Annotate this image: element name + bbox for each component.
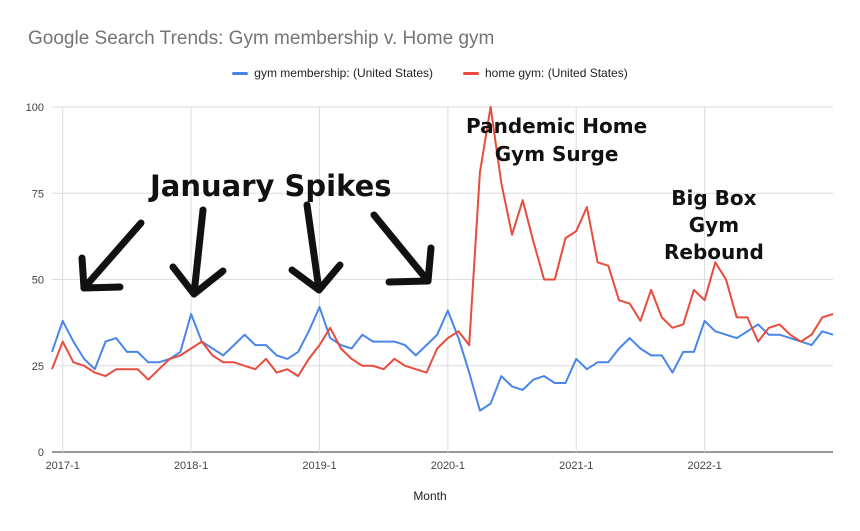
annotation-january-spikes: January Spikes — [150, 168, 392, 204]
legend-label-gym-membership: gym membership: (United States) — [254, 66, 433, 80]
y-tick-label: 0 — [38, 447, 44, 459]
annotation-line: Gym — [688, 213, 740, 237]
annotation-line: Pandemic Home — [466, 114, 648, 138]
arrow-head — [385, 244, 435, 286]
arrow-head — [169, 263, 227, 298]
arrow-head — [288, 261, 344, 294]
arrow-shaft — [190, 206, 207, 298]
y-tick-label: 25 — [32, 361, 44, 373]
arrow-shaft — [370, 211, 432, 285]
y-tick-label: 100 — [26, 102, 44, 114]
annotation-line: Gym Surge — [494, 142, 619, 166]
x-tick-label: 2021-1 — [559, 460, 593, 472]
legend-item-home-gym[interactable]: home gym: (United States) — [463, 66, 628, 80]
arrow-shaft — [303, 201, 323, 294]
legend-label-home-gym: home gym: (United States) — [485, 66, 628, 80]
y-tick-label: 50 — [32, 275, 44, 287]
x-tick-label: 2020-1 — [431, 460, 465, 472]
arrow-head — [78, 254, 124, 292]
series-gym-membership-line — [51, 306, 834, 412]
legend: gym membership: (United States) home gym… — [0, 66, 860, 80]
x-axis-title: Month — [413, 489, 447, 503]
x-tick-label: 2018-1 — [174, 460, 208, 472]
arrow-shaft — [80, 219, 145, 292]
x-tick-label: 2022-1 — [687, 460, 721, 472]
x-tick-label: 2017-1 — [46, 460, 80, 472]
legend-swatch-home-gym — [463, 71, 479, 75]
annotation-line: Rebound — [664, 240, 764, 264]
legend-swatch-gym-membership — [232, 71, 249, 75]
legend-item-gym-membership[interactable]: gym membership: (United States) — [232, 66, 433, 80]
annotation-line: January Spikes — [150, 169, 392, 203]
y-tick-label: 75 — [32, 188, 44, 200]
annotation-pandemic-surge: Pandemic Home Gym Surge — [466, 112, 647, 168]
chart-title: Google Search Trends: Gym membership v. … — [28, 28, 495, 49]
series-home-gym-line — [51, 106, 834, 381]
annotation-big-box-rebound: Big Box Gym Rebound — [664, 185, 764, 266]
x-tick-label: 2019-1 — [302, 460, 336, 472]
annotation-line: Big Box — [671, 186, 757, 210]
